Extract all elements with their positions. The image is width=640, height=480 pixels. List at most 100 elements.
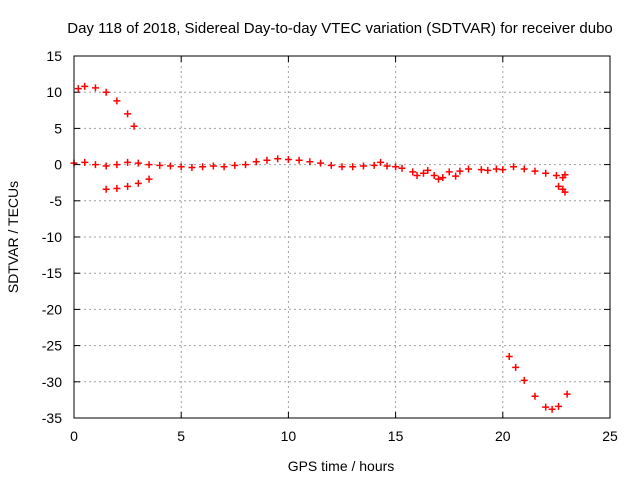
data-point <box>156 161 164 169</box>
data-point <box>561 188 569 196</box>
series-deep-arc-end <box>505 352 571 413</box>
data-point <box>512 363 520 371</box>
data-point <box>199 163 207 171</box>
series-tail-23 <box>555 182 569 196</box>
y-tick-label: -10 <box>42 229 62 245</box>
data-point <box>145 175 153 183</box>
data-point <box>231 161 239 169</box>
data-point <box>520 376 528 384</box>
data-point <box>377 158 385 166</box>
y-tick-label: 15 <box>46 48 62 64</box>
data-point <box>284 156 292 164</box>
data-point <box>349 163 357 171</box>
data-point <box>370 161 378 169</box>
data-point <box>505 352 513 360</box>
data-point <box>317 159 325 167</box>
data-point <box>392 163 400 171</box>
data-point <box>398 164 406 172</box>
y-tick-label: -5 <box>50 193 63 209</box>
data-point <box>563 390 571 398</box>
data-point <box>492 165 500 173</box>
y-tick-label: 10 <box>46 84 62 100</box>
axes: 0 5 10 15 20 25 15 10 5 0 -5 -10 -15 -20 -25 -30 -35 <box>42 48 618 444</box>
data-point <box>419 169 427 177</box>
x-tick-label: 15 <box>388 428 404 444</box>
data-point <box>542 403 550 411</box>
data-point <box>113 184 121 192</box>
y-tick-label: -25 <box>42 338 62 354</box>
data-point <box>555 182 563 190</box>
data-points <box>70 82 571 413</box>
data-point <box>252 158 260 166</box>
data-point <box>445 168 453 176</box>
series-arc-19-23 <box>484 163 569 182</box>
plot-frame <box>73 55 611 419</box>
data-point <box>477 166 485 174</box>
y-tick-label: 5 <box>54 120 62 136</box>
x-tick-label: 25 <box>602 428 618 444</box>
data-point <box>552 171 560 179</box>
data-point <box>177 163 185 171</box>
data-point <box>555 402 563 410</box>
data-point <box>409 168 417 176</box>
y-tick-label: -35 <box>42 410 62 426</box>
data-point <box>188 163 196 171</box>
data-point <box>434 175 442 183</box>
data-point <box>274 155 282 163</box>
data-point <box>134 159 142 167</box>
data-point <box>484 166 492 174</box>
data-point <box>81 158 89 166</box>
y-tick-label: 0 <box>54 157 62 173</box>
data-point <box>295 156 303 164</box>
data-point <box>220 163 228 171</box>
data-point <box>145 161 153 169</box>
data-point <box>130 122 138 130</box>
data-point <box>134 179 142 187</box>
x-tick-label: 10 <box>281 428 297 444</box>
data-point <box>81 82 89 90</box>
x-axis-label: GPS time / hours <box>288 458 395 474</box>
y-tick-label: -20 <box>42 301 62 317</box>
data-point <box>306 158 314 166</box>
chart-title: Day 118 of 2018, Sidereal Day-to-day VTE… <box>67 20 613 37</box>
data-point <box>542 169 550 177</box>
x-tick-label: 0 <box>70 428 78 444</box>
data-point <box>510 163 518 171</box>
data-point <box>430 171 438 179</box>
data-point <box>338 163 346 171</box>
data-point <box>424 166 432 174</box>
data-point <box>359 162 367 170</box>
data-point <box>91 161 99 169</box>
data-point <box>124 110 132 118</box>
data-point <box>102 88 110 96</box>
series-main-arc <box>70 155 391 171</box>
data-point <box>520 165 528 173</box>
data-point <box>452 172 460 180</box>
data-point <box>561 171 569 179</box>
data-point <box>383 162 391 170</box>
data-point <box>263 156 271 164</box>
series-low-arc-start <box>102 175 153 193</box>
data-point <box>499 166 507 174</box>
series-high-arc-start <box>74 82 138 130</box>
data-point <box>531 392 539 400</box>
data-point <box>113 161 121 169</box>
data-point <box>456 167 464 175</box>
data-point <box>102 185 110 193</box>
data-point <box>74 85 82 93</box>
data-point <box>113 97 121 105</box>
y-tick-label: -30 <box>42 374 62 390</box>
data-point <box>124 158 132 166</box>
data-point <box>102 162 110 170</box>
data-point <box>209 162 217 170</box>
data-point <box>242 161 250 169</box>
data-point <box>124 182 132 190</box>
data-point <box>531 167 539 175</box>
data-point <box>327 161 335 169</box>
y-tick-label: -15 <box>42 265 62 281</box>
grid-lines <box>74 56 610 418</box>
data-point <box>439 174 447 182</box>
y-axis-label: SDTVAR / TECUs <box>5 181 21 293</box>
x-tick-label: 5 <box>177 428 185 444</box>
